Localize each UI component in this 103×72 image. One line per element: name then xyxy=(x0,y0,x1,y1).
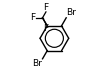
Text: Br: Br xyxy=(67,8,76,17)
Text: F: F xyxy=(43,3,49,12)
Text: Br: Br xyxy=(32,59,42,68)
Text: F: F xyxy=(43,24,49,33)
Text: F: F xyxy=(30,13,35,22)
